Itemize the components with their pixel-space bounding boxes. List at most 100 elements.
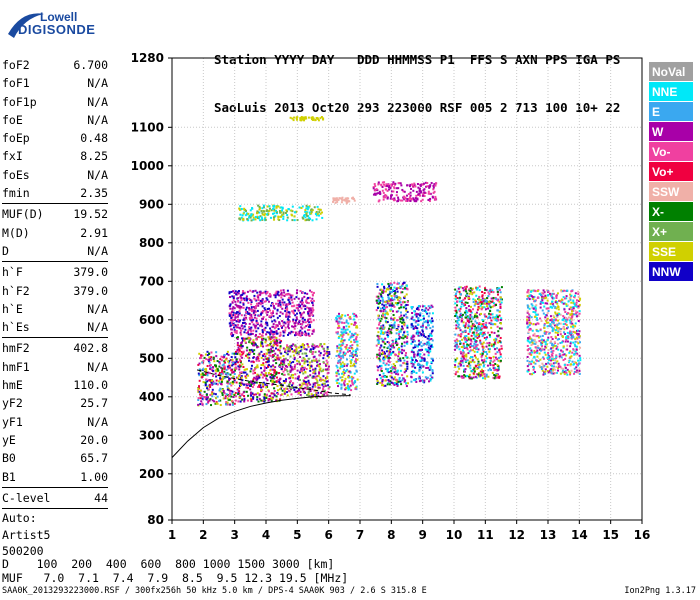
echo-point [421,324,424,327]
echo-point [552,292,555,295]
echo-point [257,302,260,305]
echo-point [335,316,338,319]
echo-point [303,326,306,329]
echo-point [282,347,285,350]
echo-point [305,325,308,328]
param-value: N/A [87,320,108,335]
echo-point [390,324,393,327]
echo-point [532,323,535,326]
echo-point [396,303,399,306]
echo-point [418,188,421,191]
echo-point [278,338,281,341]
echo-point [526,349,529,352]
legend-item-nnw: NNW [649,262,693,282]
echo-point [336,372,339,375]
param-name: foE [2,112,23,127]
echo-point [298,383,301,386]
param-separator [2,337,108,339]
echo-point [411,312,414,315]
echo-point [427,349,430,352]
echo-point [292,373,295,376]
echo-point [566,344,569,347]
echo-point [244,314,247,317]
echo-point [206,387,209,390]
echo-point [338,335,341,338]
echo-cluster [228,289,315,338]
echo-point [468,316,471,319]
echo-point [421,323,424,326]
echo-point [292,360,295,363]
echo-point [561,290,564,293]
echo-point [390,328,393,331]
echo-point [279,346,282,349]
echo-point [579,359,582,362]
echo-point [307,345,310,348]
echo-point [462,298,465,301]
echo-point [430,304,433,307]
echo-point [393,376,396,379]
echo-point [561,369,564,372]
echo-point [558,313,561,316]
echo-point [532,289,535,292]
echo-point [338,346,341,349]
param-name: hmF1 [2,359,30,374]
echo-point [543,371,546,374]
echo-point [251,290,254,293]
echo-point [215,365,218,368]
echo-point [459,314,462,317]
echo-point [225,357,228,360]
echo-point [238,349,241,352]
echo-point [387,330,390,333]
echo-point [266,360,269,363]
echo-point [415,308,418,311]
echo-point [231,295,234,298]
echo-point [383,183,386,186]
echo-point [297,378,300,381]
echo-point [533,351,536,354]
echo-point [268,344,271,347]
echo-point [422,365,425,368]
echo-point [249,341,252,344]
echo-point [535,329,538,332]
echo-point [231,318,234,321]
echo-point [256,355,259,358]
echo-point [384,313,387,316]
echo-point [427,315,430,318]
echo-point [255,375,258,378]
echo-point [578,370,581,373]
echo-point [213,360,216,363]
echo-point [315,394,318,397]
echo-point [477,348,480,351]
echo-point [272,315,275,318]
echo-point [466,345,469,348]
echo-point [484,351,487,354]
echo-point [494,337,497,340]
echo-point [569,363,572,366]
echo-point [224,397,227,400]
echo-point [386,334,389,337]
echo-point [497,356,500,359]
echo-point [551,329,554,332]
echo-point [388,361,391,364]
echo-point [278,363,281,366]
echo-point [245,341,248,344]
echo-point [484,333,487,336]
echo-point [301,352,304,355]
echo-point [231,364,234,367]
echo-point [302,359,305,362]
echo-point [403,190,406,193]
y-tick-label: 300 [139,428,164,442]
echo-point [472,376,475,379]
echo-point [345,386,348,389]
echo-point [433,183,436,186]
echo-point [309,326,312,329]
echo-point [294,309,297,312]
echo-point [307,379,310,382]
legend-item-x-: X- [649,202,693,222]
echo-point [302,356,305,359]
echo-point [454,364,457,367]
echo-point [403,371,406,374]
echo-point [427,190,430,193]
echo-point [264,383,267,386]
echo-point [385,331,388,334]
